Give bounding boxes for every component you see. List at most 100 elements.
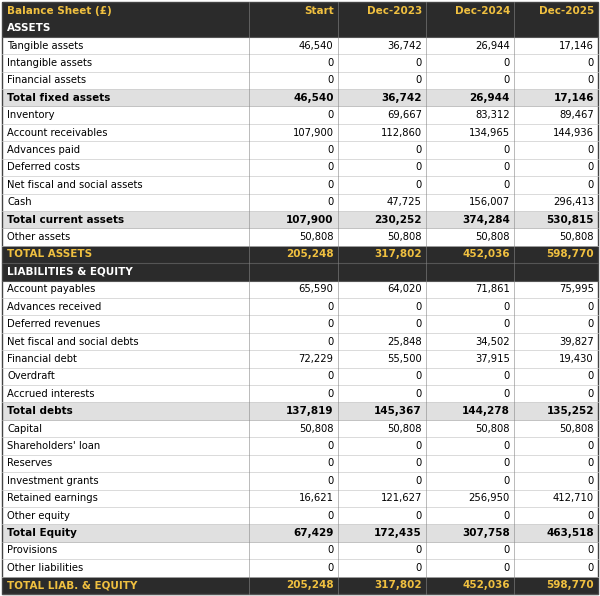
Text: 0: 0	[416, 389, 422, 399]
Text: 0: 0	[588, 441, 594, 451]
Bar	[2, 281, 598, 298]
Bar	[2, 54, 598, 72]
Text: 0: 0	[504, 389, 510, 399]
Text: Advances received: Advances received	[7, 302, 101, 312]
Bar	[2, 507, 598, 524]
Text: 112,860: 112,860	[380, 128, 422, 138]
Text: Intangible assets: Intangible assets	[7, 58, 92, 68]
Text: 0: 0	[327, 337, 334, 346]
Text: 37,915: 37,915	[475, 354, 510, 364]
Bar	[2, 263, 598, 281]
Text: 39,827: 39,827	[559, 337, 594, 346]
Text: 0: 0	[504, 563, 510, 573]
Bar	[2, 559, 598, 576]
Text: 0: 0	[588, 180, 594, 190]
Text: 0: 0	[588, 163, 594, 172]
Text: 0: 0	[327, 458, 334, 468]
Text: 0: 0	[588, 58, 594, 68]
Bar	[2, 107, 598, 124]
Text: Cash: Cash	[7, 197, 32, 207]
Text: 25,848: 25,848	[387, 337, 422, 346]
Text: 89,467: 89,467	[559, 110, 594, 120]
Text: 50,808: 50,808	[475, 424, 510, 433]
Bar	[2, 542, 598, 559]
Text: 0: 0	[588, 511, 594, 521]
Text: Shareholders' loan: Shareholders' loan	[7, 441, 100, 451]
Text: Start: Start	[304, 6, 334, 15]
Text: 205,248: 205,248	[286, 250, 334, 259]
Text: 34,502: 34,502	[475, 337, 510, 346]
Text: 0: 0	[588, 371, 594, 381]
Bar	[2, 385, 598, 402]
Text: 0: 0	[588, 319, 594, 329]
Bar	[2, 141, 598, 159]
Text: 69,667: 69,667	[387, 110, 422, 120]
Text: 0: 0	[327, 476, 334, 486]
Text: 0: 0	[588, 389, 594, 399]
Text: Financial debt: Financial debt	[7, 354, 77, 364]
Text: Net fiscal and social assets: Net fiscal and social assets	[7, 180, 143, 190]
Text: 256,950: 256,950	[469, 493, 510, 503]
Text: 452,036: 452,036	[463, 250, 510, 259]
Text: Dec-2023: Dec-2023	[367, 6, 422, 15]
Text: 65,590: 65,590	[299, 284, 334, 294]
Text: 296,413: 296,413	[553, 197, 594, 207]
Bar	[2, 489, 598, 507]
Text: 0: 0	[327, 197, 334, 207]
Text: Advances paid: Advances paid	[7, 145, 80, 155]
Text: 64,020: 64,020	[387, 284, 422, 294]
Bar	[2, 524, 598, 542]
Text: Dec-2024: Dec-2024	[455, 6, 510, 15]
Bar	[2, 298, 598, 315]
Text: 107,900: 107,900	[286, 215, 334, 225]
Text: 75,995: 75,995	[559, 284, 594, 294]
Text: 0: 0	[416, 441, 422, 451]
Text: 0: 0	[504, 75, 510, 85]
Bar	[2, 228, 598, 246]
Bar	[2, 350, 598, 368]
Bar	[2, 211, 598, 228]
Text: Investment grants: Investment grants	[7, 476, 98, 486]
Text: Overdraft: Overdraft	[7, 371, 55, 381]
Bar	[2, 72, 598, 89]
Text: 0: 0	[504, 476, 510, 486]
Text: 452,036: 452,036	[463, 581, 510, 590]
Text: 0: 0	[327, 441, 334, 451]
Text: Accrued interests: Accrued interests	[7, 389, 95, 399]
Text: 0: 0	[504, 441, 510, 451]
Text: Capital: Capital	[7, 424, 42, 433]
Text: 107,900: 107,900	[293, 128, 334, 138]
Bar	[2, 368, 598, 385]
Text: 0: 0	[327, 180, 334, 190]
Text: 0: 0	[588, 476, 594, 486]
Bar	[2, 472, 598, 489]
Text: 0: 0	[327, 75, 334, 85]
Text: 0: 0	[504, 145, 510, 155]
Text: Account payables: Account payables	[7, 284, 95, 294]
Text: 0: 0	[327, 563, 334, 573]
Text: 121,627: 121,627	[380, 493, 422, 503]
Text: 0: 0	[416, 476, 422, 486]
Text: 26,944: 26,944	[475, 41, 510, 51]
Text: Balance Sheet (£): Balance Sheet (£)	[7, 6, 112, 15]
Text: Other equity: Other equity	[7, 511, 70, 521]
Text: 0: 0	[327, 110, 334, 120]
Text: 67,429: 67,429	[293, 528, 334, 538]
Text: 46,540: 46,540	[299, 41, 334, 51]
Text: 172,435: 172,435	[374, 528, 422, 538]
Text: 145,367: 145,367	[374, 406, 422, 416]
Text: 0: 0	[588, 75, 594, 85]
Text: 0: 0	[588, 302, 594, 312]
Text: 0: 0	[588, 458, 594, 468]
Text: 0: 0	[588, 145, 594, 155]
Bar	[2, 2, 598, 20]
Text: Total fixed assets: Total fixed assets	[7, 93, 110, 103]
Text: Provisions: Provisions	[7, 545, 57, 555]
Text: 0: 0	[504, 511, 510, 521]
Bar	[2, 194, 598, 211]
Text: 137,819: 137,819	[286, 406, 334, 416]
Text: 0: 0	[416, 371, 422, 381]
Text: 71,861: 71,861	[475, 284, 510, 294]
Text: 374,284: 374,284	[462, 215, 510, 225]
Text: 50,808: 50,808	[475, 232, 510, 242]
